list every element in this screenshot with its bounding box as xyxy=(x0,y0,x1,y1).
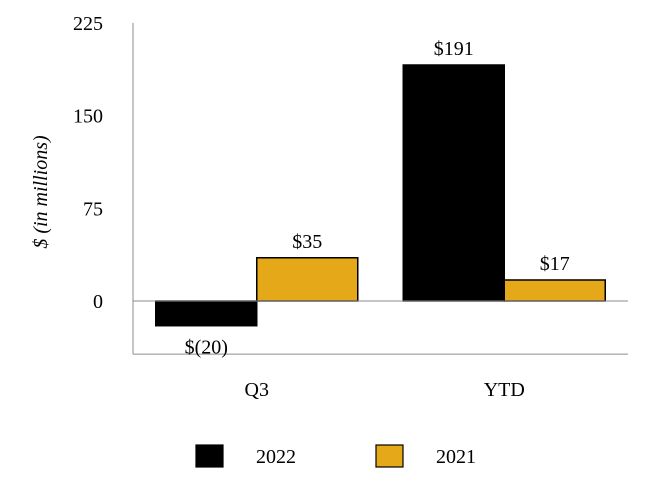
category-label: Q3 xyxy=(245,379,269,401)
legend: 2022 2021 xyxy=(195,444,476,468)
y-axis-ticks: 0 75 150 225 xyxy=(73,13,103,313)
data-label: $191 xyxy=(434,38,474,60)
bar-2021-Q3 xyxy=(256,257,359,302)
axes xyxy=(132,23,628,355)
data-labels: $(20) $35 $191 $17 xyxy=(185,38,570,359)
legend-swatch-2022 xyxy=(195,444,224,468)
y-tick-label: 150 xyxy=(73,106,103,128)
y-tick-label: 75 xyxy=(83,198,103,220)
bar-2022-YTD xyxy=(402,64,505,302)
y-tick-label: 0 xyxy=(93,291,103,313)
bar-2022-Q3 xyxy=(155,300,258,327)
legend-label: 2022 xyxy=(256,446,296,468)
data-label: $(20) xyxy=(185,337,228,359)
legend-label: 2021 xyxy=(436,446,476,468)
y-tick-label: 225 xyxy=(73,13,103,35)
category-labels: Q3 YTD xyxy=(245,379,525,401)
data-label: $17 xyxy=(540,253,570,275)
bar-2021-YTD xyxy=(503,279,606,302)
y-axis-title: $ (in millions) xyxy=(30,135,52,249)
legend-swatch-2021 xyxy=(375,444,404,468)
bars xyxy=(155,64,606,327)
data-label: $35 xyxy=(292,231,322,253)
category-label: YTD xyxy=(484,379,525,401)
